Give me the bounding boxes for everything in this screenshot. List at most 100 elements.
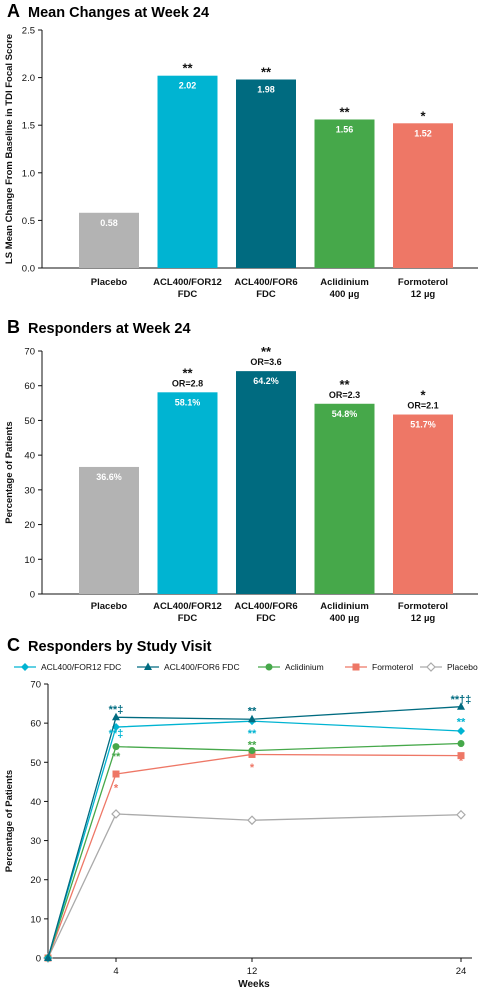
y-tick-label: 60 <box>24 381 35 392</box>
y-tick-label: 40 <box>30 797 41 808</box>
y-tick-label: 2.0 <box>22 73 35 84</box>
y-tick-label: 10 <box>30 914 41 925</box>
legend-label: ACL400/FOR6 FDC <box>164 662 240 672</box>
panel-heading: B Responders at Week 24 <box>7 317 191 337</box>
category-label: FDC <box>178 613 198 624</box>
odds-ratio-label: OR=2.8 <box>172 378 203 388</box>
odds-ratio-label: OR=2.1 <box>407 401 438 411</box>
bar <box>157 392 218 594</box>
category-label: Aclidinium <box>320 277 369 288</box>
category-label: 400 µg <box>330 289 360 300</box>
y-tick-label: 60 <box>30 719 41 730</box>
y-tick-label: 50 <box>24 416 35 427</box>
x-tick-label: 24 <box>456 966 467 977</box>
y-tick-label: 70 <box>30 680 41 691</box>
bar <box>314 403 375 594</box>
data-point <box>248 747 256 755</box>
bar-value-label: 0.58 <box>100 218 118 228</box>
bar-value-label: 1.52 <box>414 128 432 138</box>
category-label: 12 µg <box>411 289 436 300</box>
category-label: Formoterol <box>398 277 448 288</box>
bar <box>314 119 375 268</box>
data-point <box>112 770 120 778</box>
legend-label: Placebo <box>447 662 478 672</box>
data-point <box>352 663 360 671</box>
category-label: ACL400/FOR6 <box>234 601 297 612</box>
series-line <box>47 706 462 959</box>
y-tick-label: 10 <box>24 555 35 566</box>
y-tick-label: 0.0 <box>22 264 35 275</box>
series-line <box>47 753 462 959</box>
significance-marker: ** <box>339 377 350 392</box>
odds-ratio-label: OR=2.3 <box>329 390 360 400</box>
significance-marker: * <box>420 108 426 123</box>
panel-heading: A Mean Changes at Week 24 <box>7 1 209 21</box>
significance-marker: ** <box>339 104 350 119</box>
category-label: FDC <box>178 289 198 300</box>
significance-marker: **‡ <box>109 728 124 740</box>
bar <box>236 79 296 268</box>
data-point <box>111 809 121 819</box>
x-tick-label: 4 <box>113 966 118 977</box>
y-tick-label: 70 <box>24 347 35 358</box>
series-line <box>47 742 462 959</box>
significance-marker: * <box>459 756 464 768</box>
data-point <box>457 702 465 710</box>
significance-marker: * <box>420 388 426 403</box>
significance-marker: * <box>250 762 255 774</box>
bar <box>79 466 139 594</box>
y-axis-label: Percentage of Patients <box>4 770 15 872</box>
panel-letter: C <box>7 635 20 655</box>
data-point <box>144 662 152 670</box>
significance-marker: ** <box>182 61 193 76</box>
significance-marker: * <box>459 742 464 754</box>
panel-letter: A <box>7 1 20 21</box>
significance-marker: ** <box>248 706 257 718</box>
y-tick-label: 50 <box>30 758 41 769</box>
significance-marker: ** <box>182 365 193 380</box>
bar-value-label: 36.6% <box>96 472 122 482</box>
significance-marker: ** <box>112 751 121 763</box>
legend-label: Aclidinium <box>285 662 324 672</box>
data-point <box>265 663 273 671</box>
category-label: 12 µg <box>411 613 436 624</box>
bar <box>236 371 296 594</box>
series-line <box>47 720 462 959</box>
panel-title: Responders at Week 24 <box>28 321 191 337</box>
y-axis-label: LS Mean Change From Baseline in TDI Foca… <box>4 34 15 264</box>
category-label: FDC <box>256 613 276 624</box>
significance-marker: **‡ <box>109 704 124 716</box>
panel-title: Responders by Study Visit <box>28 639 212 655</box>
data-point <box>112 743 120 751</box>
legend-label: ACL400/FOR12 FDC <box>41 662 121 672</box>
y-tick-label: 0.5 <box>22 216 35 227</box>
category-label: ACL400/FOR12 <box>153 277 222 288</box>
category-label: Aclidinium <box>320 601 369 612</box>
significance-marker: **†‡ <box>451 694 472 706</box>
data-point <box>248 714 256 723</box>
bar-value-label: 1.56 <box>336 124 354 134</box>
significance-marker: ** <box>457 717 466 729</box>
significance-marker: ** <box>248 740 257 752</box>
y-tick-label: 30 <box>24 485 35 496</box>
significance-marker: ** <box>248 728 257 740</box>
odds-ratio-label: OR=3.6 <box>250 357 281 367</box>
bar-value-label: 51.7% <box>410 420 436 430</box>
data-point <box>44 953 52 961</box>
significance-marker: ** <box>261 344 272 359</box>
data-point <box>248 750 256 758</box>
y-tick-label: 1.5 <box>22 121 35 132</box>
category-label: FDC <box>256 289 276 300</box>
significance-marker: * <box>114 783 119 795</box>
data-point <box>457 752 465 760</box>
data-point <box>426 662 436 672</box>
y-tick-label: 0 <box>36 954 41 965</box>
data-point <box>457 739 465 747</box>
significance-marker: ** <box>261 65 272 80</box>
y-tick-label: 20 <box>30 875 41 886</box>
bar <box>157 75 218 268</box>
panel-b: B Responders at Week 24 0 10 20 30 40 50 60 70 Per… <box>4 317 478 624</box>
y-tick-label: 40 <box>24 451 35 462</box>
panel-a: A Mean Changes at Week 240.00.51.01.52.02… <box>4 1 478 300</box>
